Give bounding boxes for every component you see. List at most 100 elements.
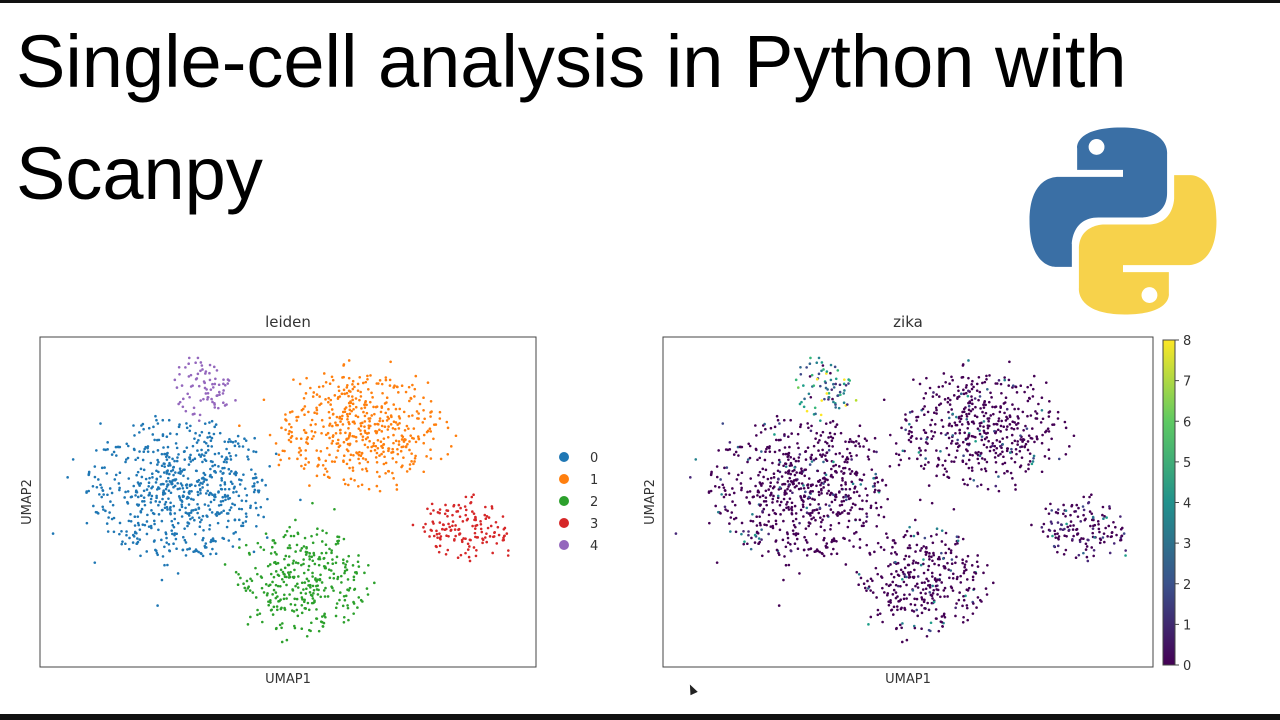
cell-point-zika <box>788 497 792 500</box>
cell-point-zika <box>820 492 823 495</box>
cell-point-zika <box>939 595 942 599</box>
cell-point-zika <box>956 396 959 399</box>
cell-point-cluster-0 <box>228 508 232 512</box>
cell-point-zika <box>751 512 754 516</box>
cell-point-zika <box>918 498 922 502</box>
cell-point-cluster-1 <box>288 429 291 433</box>
cell-point-cluster-3 <box>483 536 487 539</box>
cell-point-zika <box>922 571 926 575</box>
cell-point-zika <box>791 519 795 523</box>
cell-point-cluster-0 <box>147 426 151 430</box>
cell-point-cluster-1 <box>351 420 355 424</box>
cell-point-cluster-0 <box>156 463 159 466</box>
cell-point-cluster-1 <box>381 446 384 449</box>
cell-point-zika <box>764 496 768 499</box>
cell-point-zika <box>1056 532 1059 535</box>
cell-point-zika <box>799 508 803 512</box>
cell-point-zika <box>939 449 942 453</box>
cell-point-cluster-1 <box>423 417 426 421</box>
cell-point-cluster-1 <box>360 483 364 487</box>
cell-point-zika <box>830 388 834 391</box>
colorbar-tick-label: 1 <box>1183 618 1191 633</box>
cell-point-zika <box>819 384 822 388</box>
cell-point-cluster-0 <box>154 500 158 503</box>
cell-point-cluster-2 <box>325 531 328 535</box>
cell-point-cluster-1 <box>407 414 411 418</box>
cell-point-zika <box>943 595 946 598</box>
cell-point-cluster-2 <box>260 620 264 624</box>
cell-point-zika <box>942 589 946 592</box>
cell-point-cluster-3 <box>464 551 467 555</box>
cell-point-cluster-2 <box>323 612 326 616</box>
cell-point-cluster-1 <box>328 476 331 480</box>
cell-point-cluster-1 <box>337 389 341 393</box>
cell-point-zika <box>935 412 938 415</box>
cell-point-cluster-1 <box>416 417 419 420</box>
cell-point-cluster-1 <box>336 449 340 452</box>
cell-point-cluster-2 <box>291 562 295 565</box>
cell-point-zika <box>984 469 988 473</box>
cell-point-zika <box>824 473 828 477</box>
cell-point-zika <box>961 621 965 624</box>
cell-point-cluster-2 <box>321 529 324 532</box>
cell-point-zika <box>972 602 975 605</box>
cell-point-zika <box>786 541 790 544</box>
cell-point-cluster-1 <box>287 457 291 460</box>
cell-point-cluster-1 <box>295 419 299 422</box>
python-logo-eye-yellow <box>1141 287 1158 304</box>
cell-point-zika <box>904 413 907 416</box>
cell-point-zika <box>1065 534 1068 538</box>
cell-point-cluster-4 <box>187 362 190 366</box>
cell-point-zika <box>910 430 913 434</box>
cell-point-zika <box>848 379 852 382</box>
cell-point-zika <box>926 442 929 445</box>
cell-point-zika <box>954 614 957 618</box>
cell-point-zika <box>796 547 800 551</box>
cell-point-cluster-0 <box>167 418 171 422</box>
cell-point-zika <box>810 460 814 463</box>
cell-point-cluster-0 <box>138 450 141 453</box>
cell-point-cluster-2 <box>334 561 338 565</box>
cell-point-zika <box>970 398 974 402</box>
cell-point-zika <box>1014 385 1017 388</box>
cell-point-cluster-2 <box>290 609 294 612</box>
cell-point-zika <box>946 561 949 565</box>
cell-point-zika <box>802 484 805 487</box>
cell-point-zika <box>923 413 926 417</box>
cell-point-cluster-3 <box>432 534 436 538</box>
cell-point-cluster-0 <box>180 484 184 487</box>
cell-point-cluster-2 <box>300 627 304 631</box>
cell-point-cluster-1 <box>297 451 301 454</box>
cell-point-zika <box>1110 531 1114 534</box>
cell-point-cluster-0 <box>189 453 192 457</box>
cell-point-zika <box>833 432 837 436</box>
cell-point-zika <box>865 515 869 518</box>
cell-point-zika <box>784 471 788 474</box>
cell-point-zika <box>924 431 927 434</box>
cell-point-cluster-0 <box>204 459 208 463</box>
cell-point-zika <box>740 521 744 525</box>
cell-point-zika <box>963 482 966 486</box>
cell-point-cluster-0 <box>112 516 116 520</box>
cell-point-zika <box>1027 396 1031 400</box>
cell-point-cluster-1 <box>379 440 383 444</box>
cell-point-cluster-2 <box>317 563 321 567</box>
cell-point-cluster-2 <box>282 593 286 597</box>
cell-point-cluster-1 <box>402 410 406 414</box>
cell-point-zika <box>834 452 838 456</box>
cell-point-cluster-1 <box>355 439 358 443</box>
cell-point-zika <box>937 563 941 567</box>
cell-point-cluster-1 <box>325 470 329 473</box>
cell-point-cluster-3 <box>473 527 477 530</box>
bottom-border <box>0 714 1280 720</box>
cell-point-zika <box>954 542 957 546</box>
cell-point-zika <box>962 407 966 411</box>
cell-point-cluster-1 <box>348 442 352 446</box>
cell-point-zika <box>994 382 998 385</box>
cell-point-cluster-1 <box>378 428 381 432</box>
cell-point-zika <box>723 466 726 470</box>
cell-point-zika <box>1041 417 1045 421</box>
cell-point-cluster-1 <box>395 483 398 487</box>
cell-point-cluster-0 <box>209 540 213 544</box>
cell-point-cluster-1 <box>397 440 401 443</box>
